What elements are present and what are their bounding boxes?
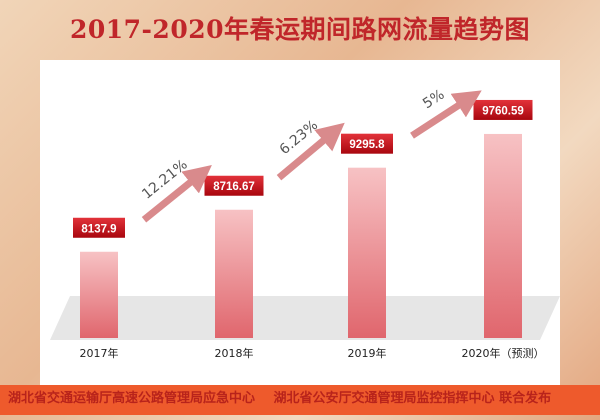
value-label-box-0 bbox=[73, 217, 125, 238]
bar-3 bbox=[484, 133, 522, 338]
growth-label-2: 5% bbox=[420, 87, 447, 113]
growth-arrow-2 bbox=[410, 90, 482, 139]
value-label-0: 8137.9 bbox=[81, 223, 116, 235]
x-tick-label-0: 2017年 bbox=[80, 346, 119, 360]
bar-1 bbox=[215, 209, 253, 338]
value-label-box-3 bbox=[473, 99, 533, 120]
footer-source-right: 湖北省公安厅交通管理局监控指挥中心 联合发布 bbox=[273, 391, 552, 406]
bar-0 bbox=[80, 251, 118, 338]
footer: 湖北省交通运输厅高速公路管理局应急中心 湖北省公安厅交通管理局监控指挥中心 联合… bbox=[0, 385, 600, 415]
growth-label-0: 12.21% bbox=[139, 157, 191, 203]
growth-arrow-0 bbox=[141, 164, 212, 223]
growth-arrow-1 bbox=[276, 122, 345, 181]
bar-2 bbox=[348, 167, 386, 338]
footer-source-left: 湖北省交通运输厅高速公路管理局应急中心 bbox=[8, 391, 256, 406]
chart-title: 2017-2020年春运期间路网流量趋势图 bbox=[69, 15, 531, 44]
value-label-1: 8716.67 bbox=[213, 181, 255, 193]
value-label-box-2 bbox=[341, 133, 393, 154]
value-label-2: 9295.8 bbox=[349, 139, 385, 151]
chart-floor bbox=[50, 296, 560, 340]
x-tick-label-3: 2020年（预测） bbox=[462, 346, 545, 360]
value-label-box-1 bbox=[204, 175, 264, 196]
x-tick-label-2: 2019年 bbox=[348, 346, 387, 360]
x-tick-label-1: 2018年 bbox=[215, 346, 254, 360]
value-label-3: 9760.59 bbox=[482, 105, 524, 117]
